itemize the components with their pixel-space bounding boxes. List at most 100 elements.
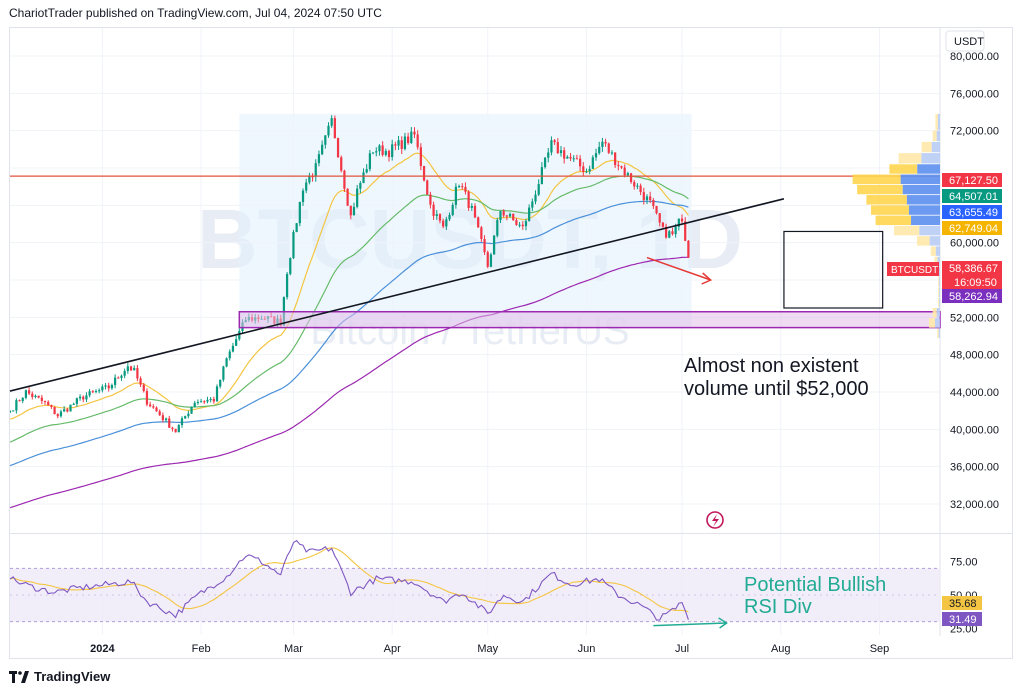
candle-body-34 — [117, 377, 120, 379]
candle-body-132 — [429, 194, 432, 205]
candle-body-139 — [451, 204, 454, 215]
candle-body-137 — [445, 219, 448, 227]
price-label-1: 64,507.01 — [949, 191, 998, 203]
candle-body-30 — [104, 385, 107, 387]
volume-bar-down-2 — [931, 141, 940, 153]
candle-body-129 — [419, 147, 422, 167]
candle-body-120 — [391, 144, 394, 158]
rsi-label-bg-1 — [942, 612, 982, 626]
candle-body-152 — [492, 235, 496, 255]
candle-body-156 — [505, 215, 508, 217]
candle-body-184 — [594, 153, 598, 158]
price-label-4: 58,386.67 — [949, 263, 998, 275]
lightning-icon-ring — [706, 511, 724, 529]
candle-body-145 — [470, 205, 473, 208]
candle-body-10 — [40, 397, 43, 402]
candle-body-122 — [397, 140, 400, 146]
candle-body-141 — [457, 186, 461, 188]
candle-body-208 — [671, 231, 674, 235]
price-label-bg-0 — [942, 173, 1002, 187]
candle-body-155 — [502, 211, 505, 216]
candle-body-93 — [305, 182, 308, 191]
candle-body-176 — [569, 156, 572, 159]
candle-body-108 — [352, 206, 356, 216]
candle-body-182 — [588, 168, 591, 172]
currency-badge — [945, 30, 985, 52]
candle-body-58 — [193, 402, 196, 407]
candle-body-195 — [629, 173, 633, 183]
candle-body-102 — [333, 118, 336, 139]
candle-body-115 — [375, 151, 378, 153]
rising-trendline — [9, 198, 785, 392]
candle-body-94 — [308, 176, 311, 183]
price-label-bg-1 — [942, 189, 1002, 203]
volume-bar-up-6 — [857, 184, 903, 195]
support-zone — [238, 310, 941, 329]
candle-body-18 — [66, 409, 69, 412]
price-tick-label-8: 48,000.00 — [950, 350, 999, 362]
candle-body-113 — [368, 153, 372, 170]
candle-body-188 — [607, 143, 610, 153]
candle-body-160 — [518, 224, 521, 226]
volume-bar-up-11 — [917, 236, 930, 246]
candle-body-202 — [652, 199, 655, 207]
candle-body-68 — [225, 358, 228, 367]
candle-body-131 — [426, 180, 429, 195]
candle-body-154 — [499, 211, 502, 221]
price-label-0: 67,127.50 — [949, 175, 998, 187]
volume-bar-down-5 — [900, 174, 940, 184]
publish-header: ChariotTrader published on TradingView.c… — [9, 6, 382, 20]
price-label-bg-3 — [942, 221, 1002, 235]
candle-body-116 — [378, 145, 381, 152]
candle-body-62 — [206, 399, 209, 402]
candle-body-5 — [24, 390, 28, 398]
candle-body-128 — [416, 134, 419, 148]
candle-body-177 — [572, 158, 575, 160]
candle-body-89 — [292, 232, 295, 259]
volume-bar-up-1 — [932, 130, 937, 142]
candle-body-162 — [524, 221, 528, 227]
candle-body-63 — [209, 398, 212, 400]
candle-body-97 — [317, 154, 321, 164]
candle-body-193 — [623, 167, 626, 176]
candle-body-47 — [158, 411, 161, 416]
candle-body-66 — [219, 379, 222, 387]
volume-bar-down-9 — [911, 215, 940, 226]
candle-body-48 — [161, 415, 164, 421]
candle-body-32 — [110, 384, 114, 389]
volume-bar-up-3 — [898, 153, 922, 164]
candle-body-96 — [314, 163, 317, 177]
volume-bar-down-6 — [902, 184, 940, 195]
candle-body-196 — [633, 182, 636, 187]
candle-body-142 — [461, 186, 464, 188]
candle-body-144 — [467, 191, 470, 208]
candle-body-90 — [295, 223, 298, 233]
candle-body-169 — [547, 152, 550, 158]
candle-body-65 — [215, 386, 219, 402]
candle-body-181 — [585, 171, 588, 173]
candle-body-192 — [620, 166, 623, 168]
candle-body-70 — [231, 345, 235, 352]
candle-body-91 — [298, 202, 301, 224]
bearish-arrow-head — [701, 272, 713, 285]
candle-body-67 — [222, 366, 225, 380]
volume-bar-down-12 — [935, 246, 940, 256]
candle-body-13 — [50, 405, 53, 408]
candle-body-51 — [171, 427, 174, 429]
candle-body-209 — [674, 226, 677, 235]
volume-bar-up-4 — [889, 164, 918, 174]
candle-body-7 — [31, 393, 34, 397]
candle-body-173 — [559, 150, 563, 154]
tradingview-footer[interactable]: TradingView — [9, 669, 110, 684]
rsi-divergence-arrow — [653, 622, 727, 627]
candle-body-123 — [400, 140, 403, 149]
candle-body-52 — [174, 428, 177, 433]
volume-bar-up-20 — [937, 328, 939, 338]
candle-body-6 — [27, 390, 31, 394]
candle-body-143 — [464, 186, 467, 192]
candle-body-150 — [486, 252, 489, 267]
candle-body-72 — [238, 330, 241, 340]
price-tick-label-7: 52,000.00 — [950, 312, 999, 324]
candle-body-203 — [655, 206, 658, 214]
